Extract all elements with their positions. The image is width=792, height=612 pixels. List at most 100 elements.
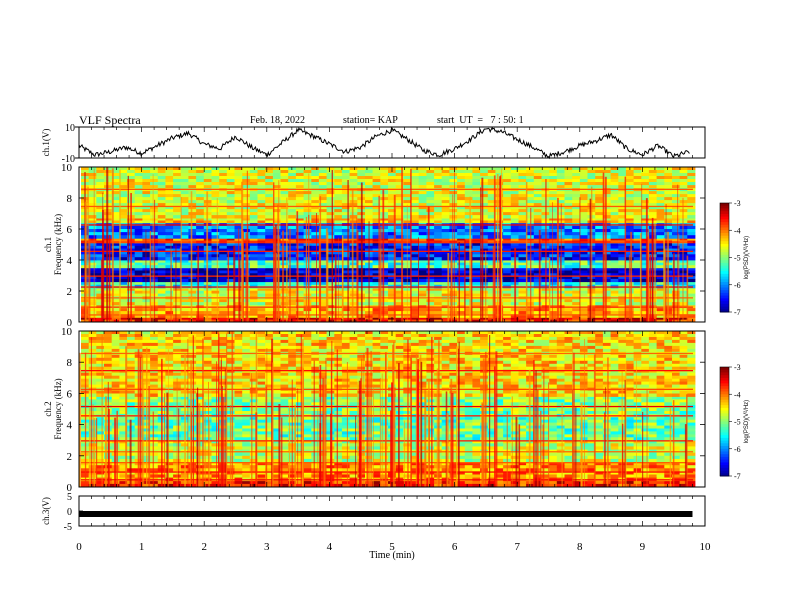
ch1-spec-cell bbox=[472, 245, 481, 249]
ch1-spec-cell bbox=[211, 235, 220, 239]
ch1-spec-cell bbox=[226, 191, 235, 195]
ch1-spec-cell bbox=[272, 302, 281, 306]
ch1-spec-cell bbox=[349, 314, 358, 318]
ch1-spec-cell bbox=[664, 185, 673, 189]
ch1-spec-cell bbox=[249, 290, 258, 294]
ch1-spec-cell bbox=[173, 197, 182, 201]
ch1-spec-cell bbox=[656, 212, 665, 216]
ch1-spec-cell bbox=[272, 311, 281, 315]
ch1-spec-cell bbox=[173, 302, 182, 306]
ch1-spec-cell bbox=[641, 293, 650, 297]
ch1-spec-cell bbox=[411, 267, 420, 271]
ch1-spec-cell bbox=[203, 179, 212, 183]
ch1-spec-cell bbox=[472, 308, 481, 312]
ch1-spec-cell bbox=[625, 308, 634, 312]
ch2-spec-cell bbox=[564, 462, 573, 466]
ch1-spec-cell bbox=[265, 197, 274, 201]
ch1-spec-cell bbox=[457, 293, 466, 297]
ch1-spec-cell bbox=[641, 215, 650, 219]
ch1-spec-cell bbox=[242, 182, 251, 186]
ch2-spec-cell bbox=[272, 480, 281, 485]
ch1-spec-burst bbox=[278, 180, 280, 322]
ch1-spec-cell bbox=[487, 293, 496, 297]
ch1-spec-cell bbox=[265, 281, 274, 286]
ch1-spec-cell bbox=[418, 242, 427, 247]
ch1-spec-cell bbox=[134, 206, 143, 210]
ch1-spec-cell bbox=[219, 194, 228, 198]
ch1-spec-line-emission bbox=[81, 241, 693, 243]
ch1-spec-cell bbox=[303, 267, 312, 271]
ch1-spec-cell bbox=[526, 197, 535, 201]
ch1-spec-cell bbox=[510, 206, 519, 210]
ch1-spec-cell bbox=[672, 242, 681, 247]
ch1-spec-cell bbox=[311, 308, 320, 312]
ch1-spec-cell bbox=[380, 167, 389, 171]
ch1-spec-cell bbox=[334, 182, 343, 186]
ch1-spec-cell bbox=[618, 262, 627, 266]
ch1-spec-cell bbox=[587, 170, 596, 174]
ch1-spec-burst bbox=[678, 233, 680, 322]
ch1-spec-burst bbox=[245, 232, 247, 322]
ch1-spec-cell bbox=[656, 278, 665, 283]
ch1-spec-cell bbox=[464, 179, 473, 183]
ch1-spec-cell bbox=[679, 197, 688, 201]
ch1-spec-cell bbox=[687, 238, 696, 241]
ch1-spec-burst bbox=[152, 174, 154, 322]
ch1-spec-cell bbox=[196, 209, 205, 213]
ch1-spec-cell bbox=[96, 206, 105, 210]
ch1-spec-cell bbox=[134, 308, 143, 312]
ch1-spec-cell bbox=[119, 311, 128, 315]
ch1-spec-cell bbox=[648, 185, 657, 189]
ch1-spec-cell bbox=[564, 290, 573, 294]
ch1-spec-cell bbox=[196, 265, 205, 269]
ch1-spec-cell bbox=[564, 197, 573, 201]
ch1-spec-cell bbox=[311, 302, 320, 306]
ch1-spec-cell bbox=[641, 299, 650, 303]
ch1-spec-cell bbox=[180, 245, 189, 249]
ch1-spec-burst bbox=[197, 245, 199, 322]
ch1-spec-cell bbox=[518, 197, 527, 201]
ch1-spec-cell bbox=[341, 235, 350, 239]
ch1-spec-cell bbox=[219, 179, 228, 183]
ch1-spec-cell bbox=[395, 287, 404, 292]
ch1-spec-cell bbox=[679, 262, 688, 266]
ch1-spec-cell bbox=[679, 235, 688, 239]
ch1-spec-cell bbox=[326, 218, 335, 221]
ch1-spec-cell bbox=[165, 262, 174, 266]
ch1-spec-cell bbox=[311, 251, 320, 255]
ch2-spec-cell bbox=[656, 480, 665, 485]
ch1-spec-cell bbox=[380, 311, 389, 315]
ch1-spec-cell bbox=[380, 299, 389, 303]
ch1-spec-cell bbox=[418, 200, 427, 204]
ch1-spec-cell bbox=[326, 203, 335, 207]
ch1-spec-cell bbox=[349, 302, 358, 306]
ch1-spec-burst bbox=[282, 230, 284, 322]
ch1-spec-cell bbox=[303, 276, 312, 280]
ch1-spec-cell bbox=[334, 203, 343, 207]
ch1-spec-cell bbox=[265, 311, 274, 315]
ch2-spec-cell bbox=[457, 462, 466, 466]
ch1-spec-cell bbox=[311, 287, 320, 292]
ch1-spec-cell bbox=[219, 242, 228, 247]
ch1-spec-cell bbox=[434, 311, 443, 315]
ch2-spec-cell bbox=[495, 480, 504, 485]
ch1-spec-cell bbox=[142, 267, 151, 271]
ch1-spec-cell bbox=[541, 173, 550, 177]
ch1-spec-cell bbox=[526, 209, 535, 213]
ch1-spec-cell bbox=[503, 311, 512, 315]
ch1-spec-cell bbox=[656, 203, 665, 207]
ch1-spec-cell bbox=[288, 215, 297, 219]
ch1-spec-cell bbox=[326, 170, 335, 174]
ch1-spec-burst bbox=[84, 201, 87, 322]
ch1-spec-cell bbox=[134, 302, 143, 306]
ch1-spec-cell bbox=[196, 281, 205, 286]
ch1-spec-cell bbox=[595, 273, 604, 277]
ch1-spec-cell bbox=[142, 276, 151, 280]
ch1-spec-cell bbox=[395, 281, 404, 286]
ch1-spec-cell bbox=[257, 173, 266, 177]
ch1-spec-burst bbox=[87, 186, 89, 322]
ch1-spec-cell bbox=[88, 267, 97, 271]
ch1-spec-cell bbox=[556, 200, 565, 204]
ch1-spec-cell bbox=[380, 293, 389, 297]
ch1-spec-cell bbox=[633, 170, 642, 174]
